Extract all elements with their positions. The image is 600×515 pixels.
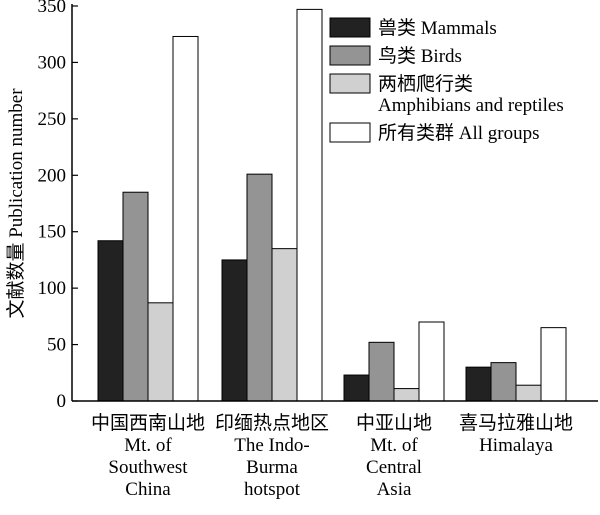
- bar-series-3-group-0: [172, 35, 199, 402]
- legend-label-2: 两栖爬行类: [378, 73, 473, 95]
- y-tick-label: 0: [57, 391, 67, 412]
- x-tick-label: Central: [366, 457, 422, 478]
- y-axis-ticks: 0 50 100 150 200 250 300 350: [38, 0, 78, 412]
- bar-series-3-group-2: [418, 321, 445, 402]
- bar-series-2-group-3: [515, 384, 542, 402]
- x-tick-label: Burma: [246, 457, 298, 478]
- x-tick-label: Asia: [377, 479, 412, 500]
- legend-swatch-3: [329, 122, 371, 143]
- y-axis-title-text: 文献数量 Publication number: [5, 88, 27, 319]
- y-tick-label: 300: [38, 52, 67, 73]
- y-tick-label: 150: [38, 222, 67, 243]
- bar-series-1-group-1: [246, 173, 273, 402]
- x-tick-label: Southwest: [108, 457, 188, 478]
- x-tick-label: China: [125, 479, 171, 500]
- y-axis-title: 文献数量 Publication number: [5, 88, 27, 319]
- bar-series-2-group-2: [393, 388, 420, 402]
- y-tick-label: 350: [38, 0, 67, 17]
- bar-series-2-group-0: [147, 302, 174, 402]
- legend-label-0: 兽类 Mammals: [378, 17, 497, 39]
- legend-label-3: 所有类群 All groups: [378, 122, 540, 144]
- x-tick-label: Himalaya: [479, 435, 553, 456]
- legend-swatch-1: [329, 45, 371, 66]
- x-tick-label: 喜马拉雅山地: [459, 412, 573, 434]
- legend-swatch-2: [329, 73, 371, 94]
- bar-series-1-group-3: [490, 362, 517, 402]
- bar-series-2-group-1: [271, 248, 298, 402]
- x-tick-label: 中国西南山地: [91, 412, 205, 434]
- bar-series-0-group-0: [97, 240, 124, 402]
- x-tick-label: hotspot: [244, 479, 301, 500]
- x-tick-label: 中亚山地: [356, 412, 432, 434]
- legend-label-2: Amphibians and reptiles: [378, 95, 564, 116]
- bars: [97, 8, 567, 402]
- x-tick-label: Mt. of: [124, 435, 172, 456]
- bar-series-3-group-3: [540, 327, 567, 402]
- legend-swatch-0: [329, 17, 371, 38]
- y-tick-label: 100: [38, 278, 67, 299]
- x-tick-label: 印缅热点地区: [215, 412, 329, 434]
- y-tick-label: 50: [47, 335, 66, 356]
- legend-label-1: 鸟类 Birds: [378, 45, 462, 67]
- x-tick-label: The Indo-: [234, 435, 309, 456]
- bar-series-1-group-0: [122, 191, 149, 402]
- bar-series-0-group-2: [343, 374, 370, 402]
- axes: [71, 4, 598, 402]
- y-tick-label: 250: [38, 109, 67, 130]
- bar-series-1-group-2: [368, 341, 395, 402]
- bar-series-0-group-3: [465, 366, 492, 402]
- x-tick-label: Mt. of: [370, 435, 418, 456]
- bar-series-3-group-1: [296, 8, 323, 402]
- bar-series-0-group-1: [221, 259, 248, 402]
- y-tick-label: 200: [38, 165, 67, 186]
